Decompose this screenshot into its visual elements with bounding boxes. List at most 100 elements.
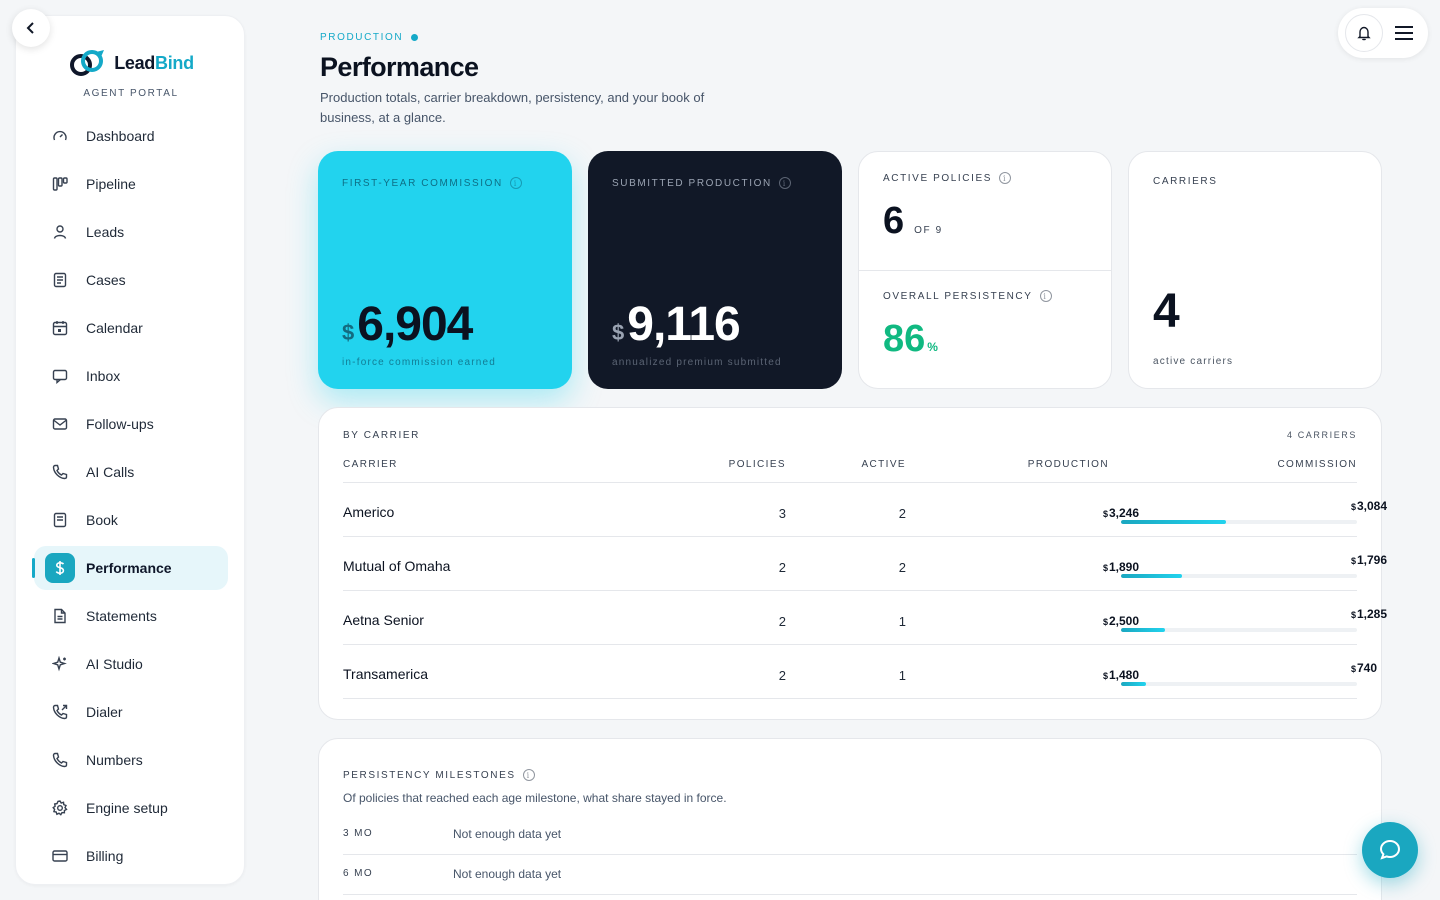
sidebar-item-performance[interactable]: Performance <box>32 546 228 590</box>
menu-button[interactable] <box>1389 14 1419 52</box>
sidebar-item-pipeline[interactable]: Pipeline <box>34 162 228 206</box>
page-description: Production totals, carrier breakdown, pe… <box>320 90 705 125</box>
kpi-submitted-production: SUBMITTED PRODUCTION i $9,116 annualized … <box>588 151 842 389</box>
sidebar-item-engine-setup[interactable]: Engine setup <box>34 786 228 830</box>
table-title: BY CARRIER <box>343 430 420 441</box>
table-header: BY CARRIER 4 CARRIERS <box>343 430 1357 441</box>
brand-name: LeadBind <box>114 52 194 73</box>
info-icon[interactable]: i <box>778 177 791 189</box>
sidebar-item-billing[interactable]: Billing <box>34 834 228 878</box>
kpi-subtext: annualized premium submitted <box>612 357 782 368</box>
divider <box>859 270 1111 271</box>
document-icon <box>52 272 68 288</box>
commission-bar <box>1121 628 1357 632</box>
by-carrier-table: BY CARRIER 4 CARRIERS CARRIER POLICIES A… <box>318 407 1387 720</box>
column-header-carrier[interactable]: CARRIER <box>343 459 398 470</box>
carrier-name: Mutual of Omaha <box>343 558 451 574</box>
brand[interactable]: LeadBind AGENT PORTAL <box>16 48 246 99</box>
production-value: $2,500 <box>1102 614 1140 628</box>
sidebar-item-cases[interactable]: Cases <box>34 258 228 302</box>
kpi-label: SUBMITTED PRODUCTION i <box>612 177 791 189</box>
sidebar-item-numbers[interactable]: Numbers <box>34 738 228 782</box>
phone-icon <box>52 464 68 480</box>
gear-icon <box>52 800 68 816</box>
sidebar-nav: Dashboard Pipeline Leads Cases Calendar … <box>32 114 228 882</box>
user-icon <box>52 224 68 240</box>
kpi-subtext: in-force commission earned <box>342 357 497 368</box>
table-row[interactable]: Mutual of Omaha 2 2 $1,890 $1,796 <box>343 537 1387 591</box>
sidebar-item-label: Inbox <box>86 368 121 384</box>
policies-count: 2 <box>778 614 786 629</box>
commission-bar-fill <box>1121 628 1165 632</box>
sidebar-item-leads[interactable]: Leads <box>34 210 228 254</box>
table-row[interactable]: Transamerica 2 1 $1,480 $740 <box>343 645 1378 699</box>
chevron-left-icon <box>26 22 34 34</box>
calendar-icon <box>52 320 68 336</box>
carrier-name: Transamerica <box>343 666 429 682</box>
collapse-sidebar-button[interactable] <box>12 9 50 47</box>
table-row[interactable]: Americo 3 2 $3,246 $3,084 <box>343 483 1387 537</box>
kpi-overall-persistency: OVERALL PERSISTENCY i 86% <box>883 290 1052 361</box>
kpi-label: OVERALL PERSISTENCY i <box>883 290 1052 302</box>
credit-card-icon <box>52 848 68 864</box>
file-icon <box>52 608 68 624</box>
sidebar-item-ai-calls[interactable]: AI Calls <box>34 450 228 494</box>
commission-bar <box>1121 520 1357 524</box>
sidebar-item-label: Performance <box>86 560 172 576</box>
sidebar-item-statements[interactable]: Statements <box>34 594 228 638</box>
top-actions <box>1338 8 1428 58</box>
table-row[interactable]: Aetna Senior 2 1 $2,500 $1,285 <box>343 591 1387 645</box>
column-header-active[interactable]: ACTIVE <box>861 459 906 470</box>
notifications-button[interactable] <box>1345 14 1383 52</box>
kpi-label: FIRST-YEAR COMMISSION i <box>342 177 522 189</box>
commission-value: $740 <box>1350 661 1378 675</box>
sidebar: LeadBind AGENT PORTAL Dashboard Pipeline… <box>15 15 245 885</box>
sidebar-item-label: AI Calls <box>86 464 135 480</box>
section-title: PERSISTENCY MILESTONES i <box>343 769 535 781</box>
bell-icon <box>1357 26 1371 41</box>
dollar-icon <box>45 553 75 583</box>
hamburger-menu-icon <box>1395 26 1413 40</box>
brand-subtitle: AGENT PORTAL <box>83 88 179 99</box>
column-header-policies[interactable]: POLICIES <box>728 459 786 470</box>
column-header-production[interactable]: PRODUCTION <box>1027 459 1109 470</box>
persistency-milestones: PERSISTENCY MILESTONES i Of policies that… <box>318 738 1382 900</box>
sparkle-icon <box>52 656 68 672</box>
info-icon[interactable]: i <box>1039 290 1052 302</box>
kpi-value: $6,904 <box>342 298 473 351</box>
chat-button[interactable] <box>1362 822 1418 878</box>
commission-bar <box>1121 574 1357 578</box>
status-dot <box>411 34 419 41</box>
active-count: 1 <box>898 614 906 629</box>
kpi-first-year-commission: FIRST-YEAR COMMISSION i $6,904 in-force c… <box>318 151 572 389</box>
sidebar-item-book[interactable]: Book <box>34 498 228 542</box>
sidebar-item-follow-ups[interactable]: Follow-ups <box>34 402 228 446</box>
sidebar-item-inbox[interactable]: Inbox <box>34 354 228 398</box>
kpi-value: 86% <box>883 318 938 360</box>
production-value: $1,890 <box>1102 560 1140 574</box>
sidebar-item-dashboard[interactable]: Dashboard <box>34 114 228 158</box>
active-count: 1 <box>898 668 906 683</box>
milestone-row: 6 MO Not enough data yet <box>343 855 1357 895</box>
commission-bar <box>1121 682 1357 686</box>
sidebar-item-label: Dashboard <box>86 128 155 144</box>
kpi-label: CARRIERS <box>1153 176 1218 187</box>
kpi-policies-persistency: ACTIVE POLICIES i 6 OF 9 OVERALL PERSISTEN… <box>858 151 1112 389</box>
kpi-value: $9,116 <box>612 298 741 351</box>
sidebar-item-label: Cases <box>86 272 126 288</box>
info-icon[interactable]: i <box>522 769 535 781</box>
milestone-label: 6 MO <box>343 868 374 879</box>
sidebar-item-ai-studio[interactable]: AI Studio <box>34 642 228 686</box>
policies-count: 3 <box>778 506 786 521</box>
sidebar-item-label: Book <box>86 512 118 528</box>
kpi-label: ACTIVE POLICIES i <box>883 172 1012 184</box>
info-icon[interactable]: i <box>999 172 1012 184</box>
milestone-row: 3 MO Not enough data yet <box>343 815 1357 855</box>
sidebar-item-label: Leads <box>86 224 125 240</box>
column-header-commission[interactable]: COMMISSION <box>1277 459 1357 470</box>
sidebar-item-dialer[interactable]: Dialer <box>34 690 228 734</box>
info-icon[interactable]: i <box>509 177 522 189</box>
sidebar-item-label: Statements <box>86 608 157 624</box>
commission-bar-fill <box>1121 574 1183 578</box>
sidebar-item-calendar[interactable]: Calendar <box>34 306 228 350</box>
